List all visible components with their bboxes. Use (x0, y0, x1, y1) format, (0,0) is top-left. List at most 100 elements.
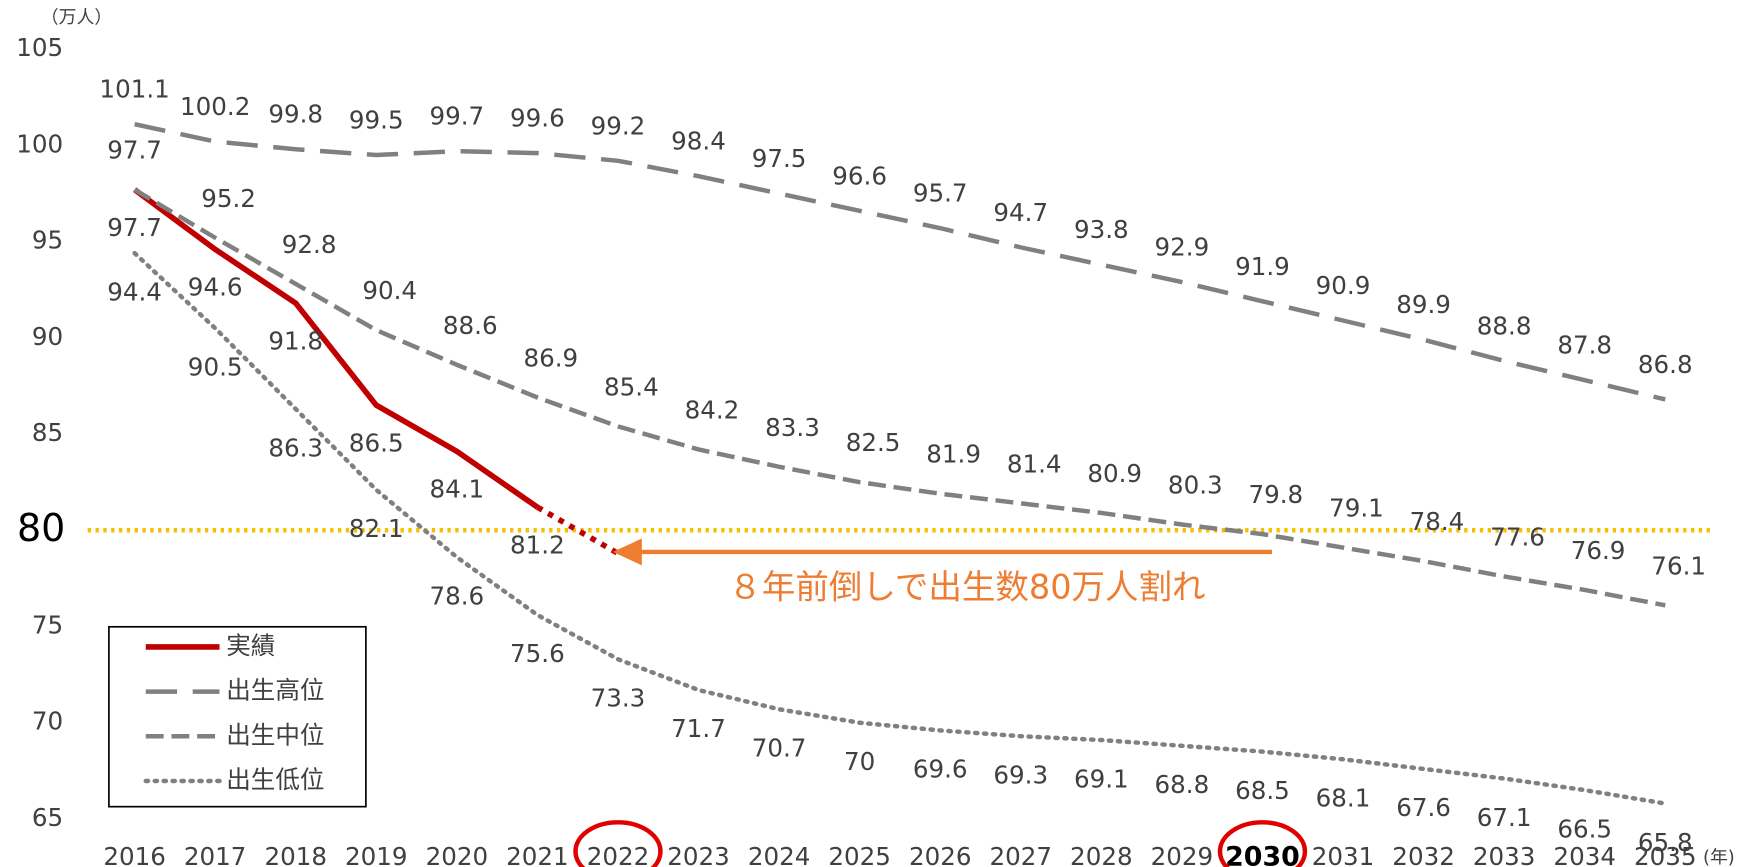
legend-label: 出生低位 (226, 765, 324, 794)
series-line (536, 504, 620, 556)
data-label: 77.6 (1490, 522, 1545, 551)
data-label: 94.6 (188, 272, 243, 301)
x-tick-label: 2027 (990, 842, 1053, 867)
data-label: 99.6 (510, 104, 565, 133)
data-label: 75.6 (510, 639, 565, 668)
data-label: 79.1 (1329, 494, 1384, 523)
data-label: 69.1 (1074, 764, 1129, 793)
data-label: 78.4 (1410, 507, 1465, 536)
data-label: 96.6 (832, 161, 887, 190)
data-label: 68.1 (1316, 784, 1371, 813)
data-label: 97.7 (107, 136, 162, 165)
data-label: 99.5 (349, 105, 404, 134)
y-tick-label: 105 (16, 33, 63, 62)
data-label: 65.8 (1638, 828, 1693, 857)
x-tick-label: 2023 (667, 842, 730, 867)
y-tick-label: 80 (17, 506, 65, 550)
data-label: 69.6 (913, 755, 968, 784)
x-tick-label: 2017 (184, 842, 247, 867)
data-label: 86.5 (349, 428, 404, 457)
data-label: 82.5 (846, 428, 901, 457)
data-label: 98.4 (671, 127, 726, 156)
data-label: 71.7 (671, 714, 726, 743)
data-label: 90.9 (1316, 271, 1371, 300)
x-tick-label: 2028 (1070, 842, 1133, 867)
legend-label: 出生高位 (226, 676, 324, 705)
legend-box (108, 625, 367, 808)
data-label: 101.1 (99, 75, 169, 104)
data-label: 68.5 (1235, 776, 1290, 805)
annotation: ８年前倒しで出生数80万人割れ (728, 567, 1205, 606)
x-unit: (年) (1703, 847, 1735, 867)
x-tick-label: 2021 (506, 842, 569, 867)
series-line (132, 187, 539, 510)
data-label: 79.8 (1249, 480, 1304, 509)
x-tick-label: 2016 (103, 842, 166, 867)
data-label: 76.1 (1651, 551, 1706, 580)
data-label: 86.8 (1638, 350, 1693, 379)
y-tick-label: 70 (32, 707, 63, 736)
data-label: 95.7 (913, 179, 968, 208)
data-label: 80.9 (1087, 459, 1142, 488)
data-label: 66.5 (1557, 814, 1612, 843)
data-label: 80.3 (1168, 471, 1223, 500)
data-label: 92.9 (1155, 233, 1210, 262)
data-label: 82.1 (349, 514, 404, 543)
x-tick-label: 2030 (1225, 842, 1300, 867)
data-label: 67.6 (1396, 793, 1451, 822)
data-label: 91.8 (268, 326, 323, 355)
y-unit: （万人） (41, 7, 112, 28)
data-label: 67.1 (1477, 803, 1532, 832)
data-label: 94.4 (107, 277, 162, 306)
x-tick-label: 2025 (828, 842, 891, 867)
data-label: 85.4 (604, 372, 659, 401)
data-label: 70.7 (752, 733, 807, 762)
data-label: 81.4 (1007, 449, 1062, 478)
data-label: 99.2 (591, 111, 646, 140)
data-label: 97.5 (752, 144, 807, 173)
data-label: 86.3 (268, 433, 323, 462)
data-label: 84.1 (429, 474, 484, 503)
data-label: 91.9 (1235, 252, 1290, 281)
x-tick-label: 2035 (1634, 842, 1697, 867)
data-label: 90.5 (188, 352, 243, 381)
x-tick-label: 2031 (1312, 842, 1375, 867)
series-line (133, 187, 1666, 608)
data-label: 93.8 (1074, 215, 1129, 244)
data-label: 89.9 (1396, 290, 1451, 319)
data-label: 95.2 (201, 184, 256, 213)
data-label: 87.8 (1557, 331, 1612, 360)
x-tick-label: 2018 (264, 842, 327, 867)
x-tick-label: 2033 (1473, 842, 1536, 867)
data-label: 76.9 (1571, 536, 1626, 565)
data-label: 88.6 (443, 311, 498, 340)
data-label: 94.7 (993, 198, 1048, 227)
y-tick-label: 65 (32, 803, 63, 832)
x-tick-label: 2034 (1553, 842, 1616, 867)
highlight-circle (1217, 820, 1308, 867)
x-tick-label: 2020 (426, 842, 489, 867)
data-label: 90.4 (362, 276, 417, 305)
data-label: 100.2 (180, 92, 250, 121)
highlight-circle (573, 820, 663, 867)
data-label: 73.3 (591, 683, 646, 712)
data-label: 97.7 (107, 213, 162, 242)
series-line (134, 122, 1666, 402)
y-tick-label: 85 (32, 418, 63, 447)
data-label: 68.8 (1155, 770, 1210, 799)
data-label: 99.7 (429, 102, 484, 131)
legend-label: 出生中位 (226, 720, 324, 749)
data-label: 83.3 (765, 413, 820, 442)
data-label: 92.8 (282, 230, 337, 259)
arrow-head (612, 538, 642, 566)
data-label: 78.6 (429, 581, 484, 610)
y-tick-label: 75 (32, 611, 63, 640)
data-label: 86.9 (523, 344, 578, 373)
x-tick-label: 2024 (748, 842, 811, 867)
x-tick-label: 2029 (1151, 842, 1214, 867)
y-tick-label: 90 (32, 322, 63, 351)
data-label: 69.3 (993, 760, 1048, 789)
